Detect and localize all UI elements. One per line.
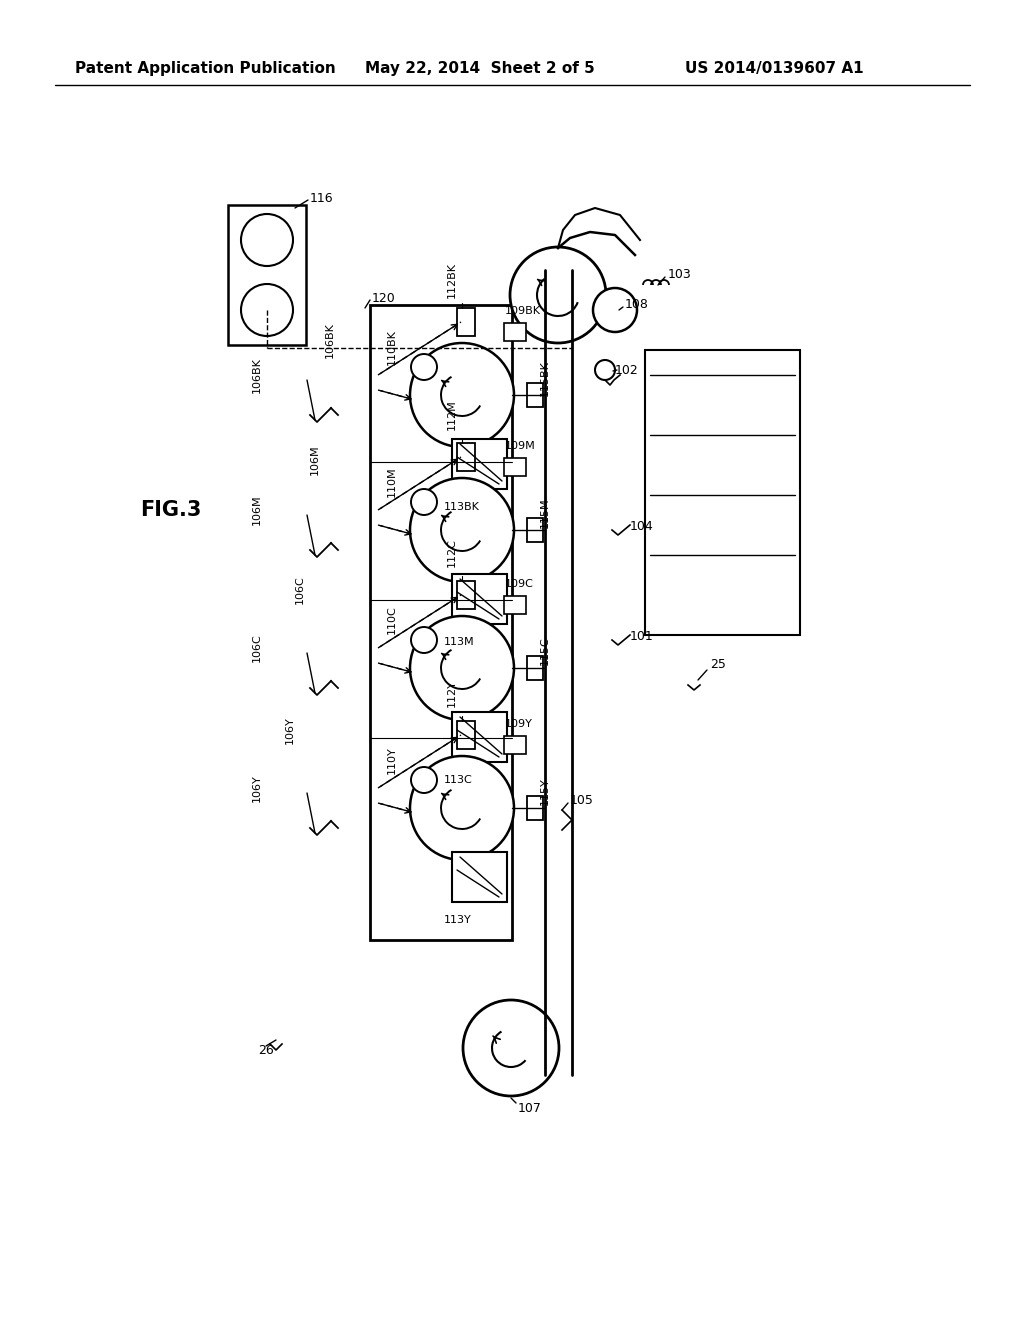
Bar [457, 581, 475, 609]
Text: 25: 25 [710, 659, 726, 672]
Bar [527, 796, 543, 820]
Bar [457, 308, 475, 337]
Text: 106M: 106M [310, 445, 319, 475]
Text: 102: 102 [615, 363, 639, 376]
Text: 110C: 110C [387, 606, 397, 635]
Bar [228, 205, 306, 345]
Text: 112M: 112M [447, 400, 457, 430]
Bar [504, 737, 526, 754]
Circle shape [410, 756, 514, 861]
Text: 109C: 109C [505, 579, 534, 589]
Text: 107: 107 [518, 1101, 542, 1114]
Circle shape [411, 488, 437, 515]
Text: 112BK: 112BK [447, 261, 457, 298]
Text: 106Y: 106Y [252, 774, 262, 801]
Bar [527, 656, 543, 680]
Circle shape [241, 214, 293, 267]
Circle shape [241, 284, 293, 337]
Text: 106BK: 106BK [325, 322, 335, 358]
Circle shape [411, 767, 437, 793]
Bar [370, 305, 512, 940]
Text: 113BK: 113BK [444, 502, 480, 512]
Text: 109M: 109M [505, 441, 536, 451]
Text: 116: 116 [310, 191, 334, 205]
Text: 105: 105 [570, 793, 594, 807]
Text: 113Y: 113Y [444, 915, 472, 925]
Text: 112Y: 112Y [447, 678, 457, 708]
Text: 106C: 106C [295, 576, 305, 605]
Text: 106Y: 106Y [285, 717, 295, 744]
Bar [645, 350, 800, 635]
Text: 101: 101 [630, 631, 653, 644]
Text: 115M: 115M [540, 498, 550, 528]
Text: 113C: 113C [444, 775, 473, 785]
Bar [457, 444, 475, 471]
Text: 106C: 106C [252, 634, 262, 663]
Bar [452, 711, 507, 762]
Bar [452, 851, 507, 902]
Circle shape [410, 478, 514, 582]
Bar [527, 517, 543, 543]
Circle shape [410, 616, 514, 719]
Bar [527, 383, 543, 407]
Circle shape [411, 627, 437, 653]
Text: 103: 103 [668, 268, 692, 281]
Text: May 22, 2014  Sheet 2 of 5: May 22, 2014 Sheet 2 of 5 [365, 61, 595, 75]
Text: 112C: 112C [447, 539, 457, 568]
Circle shape [463, 1001, 559, 1096]
Text: 110Y: 110Y [387, 746, 397, 774]
Bar [452, 440, 507, 488]
Text: 104: 104 [630, 520, 653, 533]
Text: 108: 108 [625, 298, 649, 312]
Bar [504, 458, 526, 477]
Text: FIG.3: FIG.3 [140, 500, 202, 520]
Circle shape [595, 360, 615, 380]
Bar [504, 323, 526, 341]
Text: 115Y: 115Y [540, 777, 550, 805]
Bar [457, 721, 475, 748]
Text: 115C: 115C [540, 636, 550, 665]
Circle shape [411, 354, 437, 380]
Text: 26: 26 [258, 1044, 273, 1056]
Text: 110M: 110M [387, 467, 397, 498]
Text: 106BK: 106BK [252, 358, 262, 393]
Text: US 2014/0139607 A1: US 2014/0139607 A1 [685, 61, 863, 75]
Text: 109Y: 109Y [505, 719, 532, 729]
Circle shape [410, 343, 514, 447]
Text: 115BK: 115BK [540, 360, 550, 396]
Circle shape [510, 247, 606, 343]
Text: 120: 120 [372, 292, 395, 305]
Circle shape [593, 288, 637, 333]
Text: 110BK: 110BK [387, 329, 397, 364]
Text: 106M: 106M [252, 495, 262, 525]
Bar [452, 574, 507, 624]
Text: Patent Application Publication: Patent Application Publication [75, 61, 336, 75]
Bar [504, 597, 526, 614]
Text: 113M: 113M [444, 638, 475, 647]
Text: 109BK: 109BK [505, 306, 541, 315]
